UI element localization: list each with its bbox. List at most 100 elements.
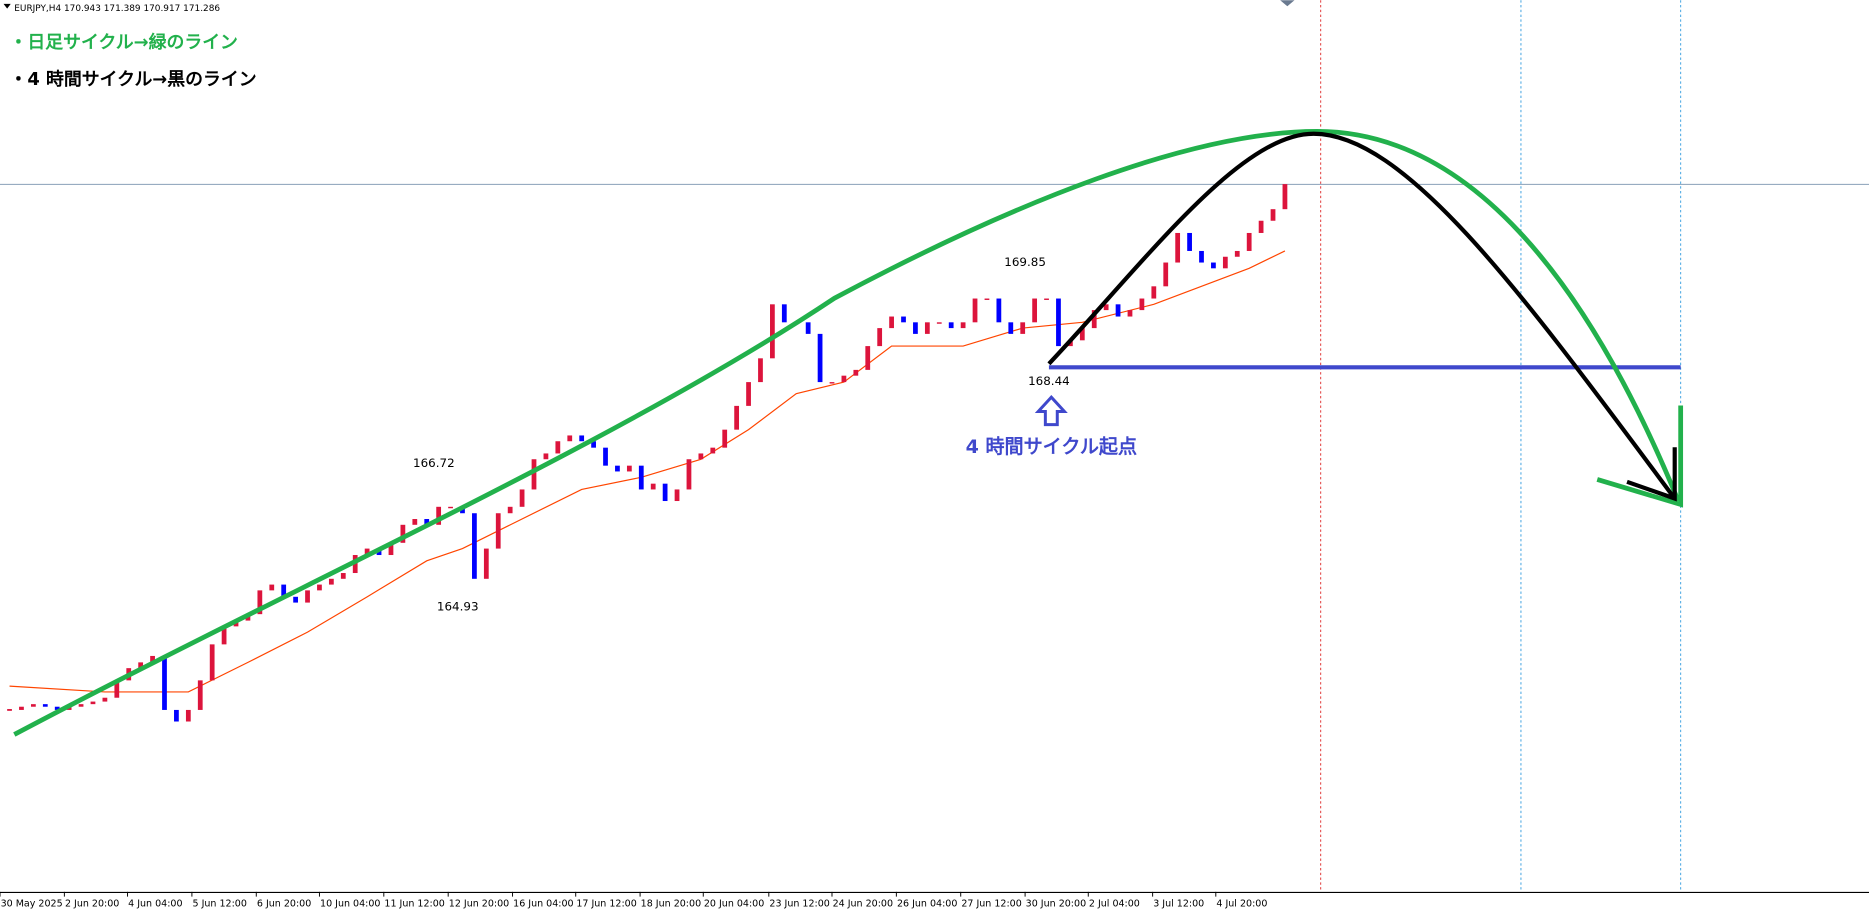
candle [722,429,728,448]
h4-cycle-arrow [1626,447,1677,502]
candle [936,322,942,324]
candle [781,304,787,323]
candle [1246,232,1252,251]
x-tick-label: 2 Jun 20:00 [65,898,119,909]
candle [305,590,310,603]
candle [1103,304,1109,311]
price-label: 168.44 [1028,374,1070,388]
candle [805,322,811,334]
candle [1187,232,1192,251]
price-label: 169.85 [1004,255,1046,269]
candle [770,304,775,359]
candle [185,709,191,722]
candle [579,435,585,442]
candle [507,506,513,514]
candle [1139,298,1145,311]
candle [460,506,465,514]
marker [1280,0,1295,7]
candle [519,489,525,507]
candle [853,369,859,376]
x-tick-label: 6 Jun 20:00 [257,898,311,909]
candle [1258,220,1264,233]
x-tick-label: 2 Jul 04:00 [1089,898,1140,909]
h4-cycle-curve [1047,131,1677,500]
candle [626,465,632,472]
candle [1091,310,1097,329]
x-tick-label: 3 Jul 12:00 [1153,898,1204,909]
candle [984,298,990,300]
candle [1211,262,1216,269]
candle [340,573,346,579]
candle [495,513,501,549]
candle [901,316,906,323]
menu-icon [3,3,11,9]
x-tick-label: 26 Jun 04:00 [897,898,957,909]
candle [269,584,275,591]
candle [1008,322,1014,334]
x-tick-label: 30 May 2025 [1,898,63,909]
x-tick-label: 16 Jun 04:00 [513,898,573,909]
candle [960,322,966,329]
candle [1282,184,1288,210]
candle [567,435,573,442]
candle [42,704,48,707]
x-tick-label: 11 Jun 12:00 [384,898,444,909]
candle [1270,209,1276,221]
candle [1127,310,1133,317]
candle [603,447,608,466]
candle [1056,298,1061,347]
candle [1032,298,1038,323]
x-tick-label: 4 Jul 20:00 [1216,898,1267,909]
candle [1175,232,1181,263]
candle [758,358,763,383]
x-tick-label: 17 Jun 12:00 [576,898,636,909]
x-tick-label: 18 Jun 20:00 [641,898,701,909]
candle [674,489,680,502]
candle [686,459,692,490]
daily-cycle-arrow [1596,405,1684,508]
candle [114,680,120,698]
candle [412,519,418,525]
candle [78,704,84,707]
candle [1020,322,1026,334]
candle [328,578,334,585]
candle [591,441,596,448]
x-tick-label: 23 Jun 12:00 [769,898,829,909]
candle [209,644,215,681]
candle [150,655,155,663]
candle [746,382,751,406]
candle [162,655,167,710]
x-tick-label: 12 Jun 20:00 [449,898,509,909]
candle [889,316,894,329]
candle [54,706,60,710]
candle [698,453,704,460]
candle [257,590,263,615]
candle [221,626,227,645]
candle [638,465,644,490]
candle [1151,286,1157,299]
candle [710,447,716,454]
candle [436,506,442,525]
candle [483,548,489,579]
candle [448,506,453,509]
candle [924,322,930,334]
x-tick-label: 24 Jun 20:00 [833,898,893,909]
candle [1199,250,1204,263]
x-tick-label: 20 Jun 04:00 [704,898,764,909]
candle [197,680,203,710]
candle [972,298,978,323]
candle [138,662,144,669]
candle [1222,256,1228,269]
candle [877,328,883,347]
drawings [13,128,1684,737]
annotation: 4 時間サイクル起点 [966,436,1137,458]
candle [1163,262,1169,287]
x-tick-label: 4 Jun 04:00 [128,898,182,909]
candle [817,333,823,383]
candle [543,453,549,460]
candle [388,542,394,556]
candle [317,584,322,591]
candle [19,706,24,710]
